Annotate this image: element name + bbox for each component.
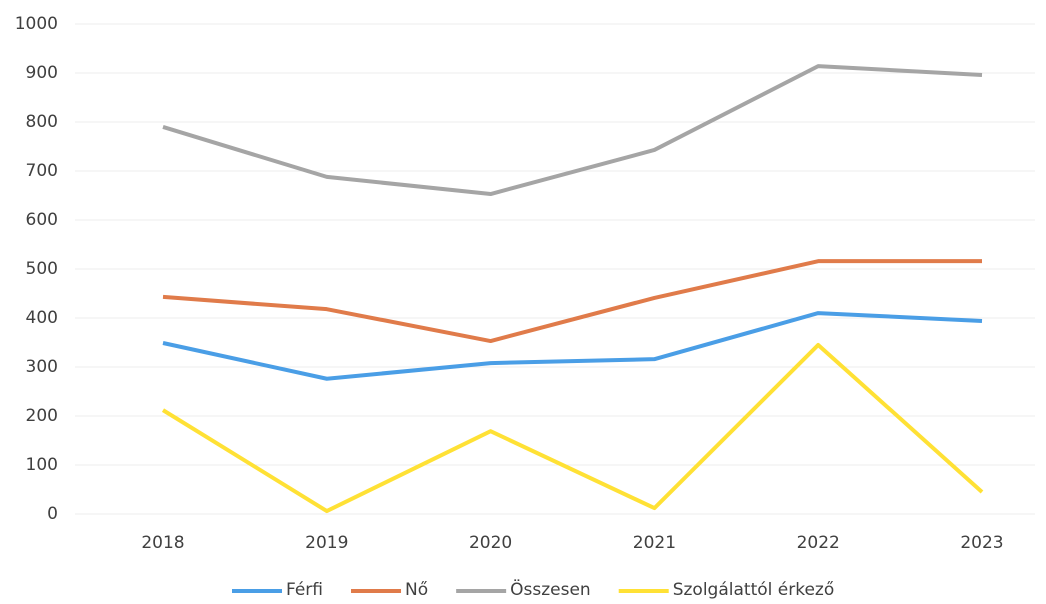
x-tick-label: 2019 [305, 533, 348, 553]
y-tick-label: 500 [26, 259, 58, 279]
legend-label: Összesen [510, 578, 591, 600]
series-line [162, 64, 983, 197]
legend-label: Szolgálattól érkező [673, 580, 835, 600]
series-line [162, 259, 982, 344]
x-tick-label: 2018 [141, 533, 184, 553]
y-tick-label: 300 [26, 357, 58, 377]
y-tick-label: 100 [26, 455, 58, 475]
y-tick-label: 0 [47, 504, 58, 524]
x-tick-label: 2021 [633, 533, 676, 553]
y-tick-label: 600 [26, 210, 58, 230]
series-line [162, 311, 983, 381]
x-tick-label: 2023 [960, 533, 1003, 553]
legend-label: Nő [405, 580, 428, 600]
y-tick-label: 1000 [15, 14, 58, 34]
x-tick-label: 2020 [469, 533, 512, 553]
y-tick-label: 200 [26, 406, 58, 426]
y-tick-label: 400 [26, 308, 58, 328]
y-tick-label: 900 [26, 63, 58, 83]
y-tick-label: 700 [26, 161, 58, 181]
legend-label: Férfi [286, 580, 323, 600]
x-tick-label: 2022 [797, 533, 840, 553]
series-line [161, 342, 984, 514]
y-tick-label: 800 [26, 112, 58, 132]
